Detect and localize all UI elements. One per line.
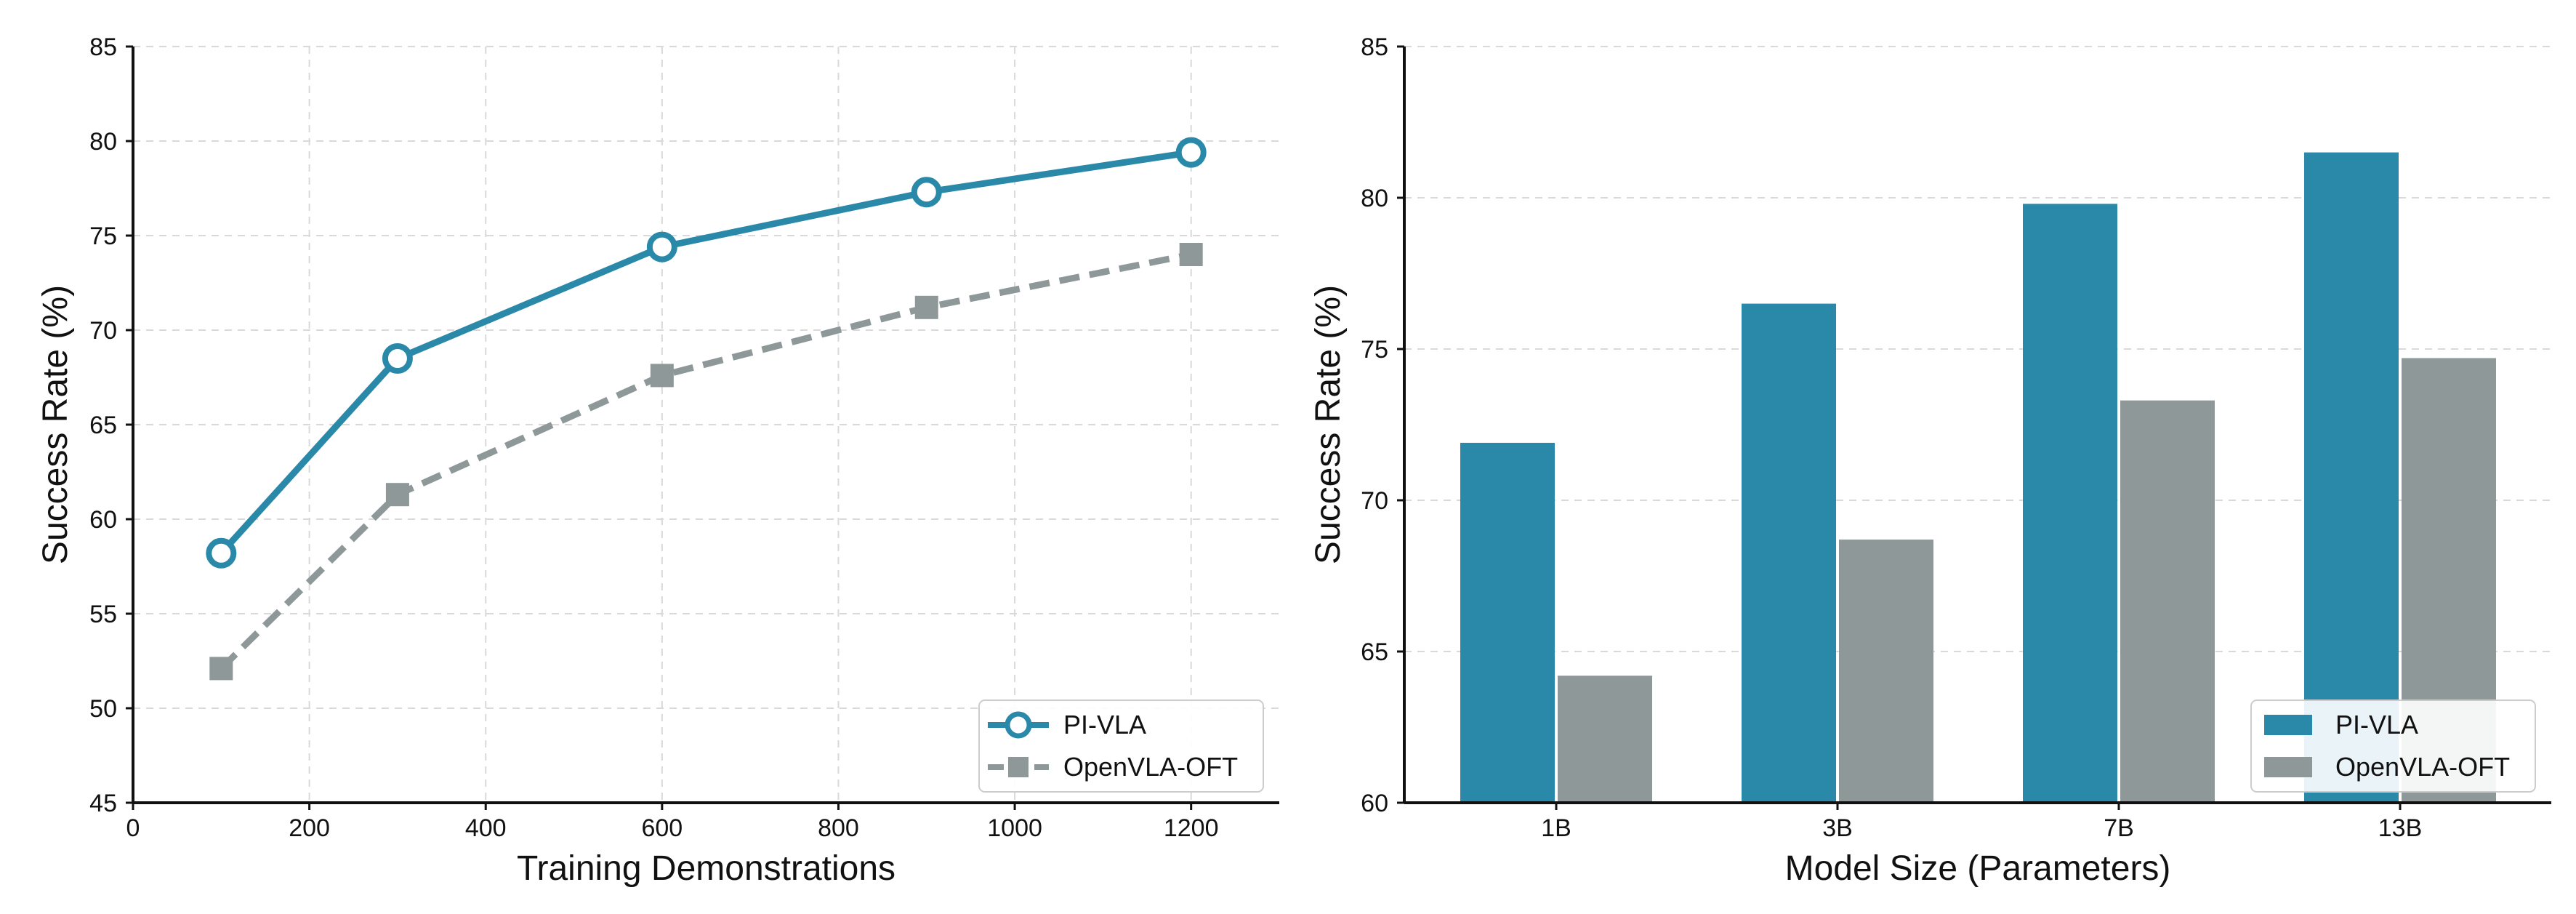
legend-box	[2250, 699, 2536, 793]
x-tick-label: 400	[465, 814, 507, 842]
y-tick-label: 80	[89, 128, 117, 156]
legend-marker	[1008, 757, 1029, 777]
y-axis-title: Success Rate (%)	[36, 285, 75, 564]
x-tick-label: 800	[818, 814, 859, 842]
data-point-marker	[911, 177, 942, 208]
line-chart-panel: 0 200 400 600 800 1000 1200 45 50 55 60 65 70 75 80 85 T…	[36, 33, 1279, 888]
y-tick-label: 60	[89, 506, 117, 534]
y-tick-label: 85	[1361, 33, 1388, 61]
data-point-marker	[650, 364, 674, 388]
data-point-marker	[206, 537, 237, 569]
legend-label: OpenVLA-OFT	[1063, 752, 1238, 782]
bar-pi-vla-13b	[2304, 152, 2399, 803]
x-tick-label: 13B	[2378, 814, 2423, 842]
data-point-marker	[382, 343, 413, 374]
legend-marker	[1005, 711, 1032, 739]
data-point-marker	[914, 295, 938, 319]
y-tick-label: 60	[1361, 790, 1388, 817]
y-tick-label: 75	[89, 223, 117, 250]
x-tick-label: 1B	[1541, 814, 1571, 842]
legend-label: OpenVLA-OFT	[2335, 752, 2510, 782]
y-tick-label: 70	[1361, 487, 1388, 515]
y-tick-label: 65	[1361, 638, 1388, 666]
data-point-marker	[209, 657, 233, 681]
x-axis-title: Training Demonstrations	[517, 849, 895, 888]
data-point-marker	[1179, 243, 1203, 266]
y-tick-label: 55	[89, 601, 117, 628]
x-tick-label: 0	[126, 814, 140, 842]
data-point-marker	[385, 483, 409, 507]
x-axis-title: Model Size (Parameters)	[1785, 849, 2171, 888]
x-tick-label: 3B	[1822, 814, 1853, 842]
legend-label: PI-VLA	[2335, 710, 2418, 739]
bar-openvla-oft-1b	[1558, 676, 1652, 803]
y-tick-label: 80	[1361, 185, 1388, 212]
data-point-marker	[1175, 137, 1207, 168]
data-point-marker	[646, 231, 677, 262]
y-tick-label: 85	[89, 33, 117, 61]
legend-label: PI-VLA	[1063, 710, 1146, 739]
x-tick-label: 1200	[1164, 814, 1219, 842]
x-tick-label: 600	[641, 814, 683, 842]
x-tick-label: 200	[289, 814, 330, 842]
y-tick-label: 45	[89, 790, 117, 817]
bar-pi-vla-1b	[1460, 442, 1555, 803]
y-tick-label: 70	[89, 317, 117, 345]
series-line-openvla-oft	[219, 251, 1192, 671]
y-tick-label: 65	[89, 412, 117, 439]
legend-swatch	[2264, 715, 2312, 735]
legend-swatch	[2264, 757, 2312, 777]
y-tick-label: 50	[89, 695, 117, 723]
y-axis-title: Success Rate (%)	[1309, 285, 1348, 564]
y-tick-label: 75	[1361, 336, 1388, 364]
bar-openvla-oft-7b	[2120, 400, 2215, 803]
legend-box	[978, 699, 1264, 793]
series-line-pi-vla	[218, 149, 1192, 556]
bar-pi-vla-7b	[2023, 204, 2117, 803]
x-tick-label: 1000	[987, 814, 1042, 842]
bar-pi-vla-3b	[1742, 303, 1836, 803]
bar-openvla-oft-3b	[1839, 540, 1933, 803]
x-tick-label: 7B	[2104, 814, 2134, 842]
bar-chart-panel: 1B 3B 7B 13B 60 65 70 75 80 85 Model Size (Paramet…	[1309, 33, 2551, 888]
